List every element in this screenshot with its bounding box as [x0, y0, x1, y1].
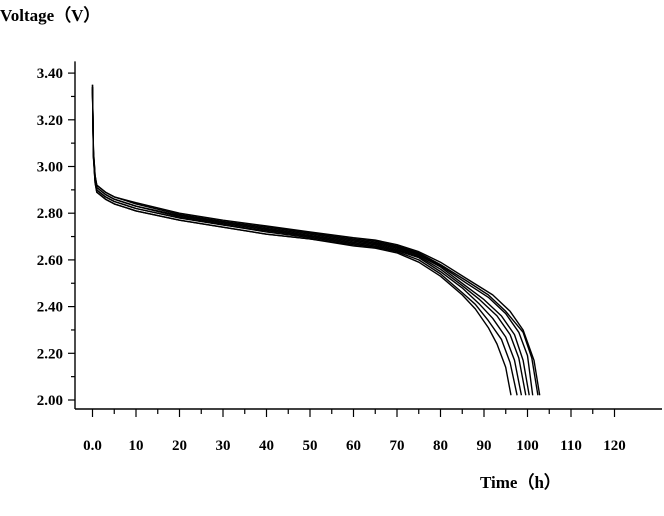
x-axis-title: Time（h） — [480, 472, 561, 492]
x-tick-label: 70 — [390, 438, 405, 454]
y-tick-label: 3.40 — [37, 66, 63, 82]
discharge-curves — [91, 84, 541, 396]
y-tick-label: 3.00 — [37, 160, 63, 176]
discharge-curve-8 — [91, 87, 541, 396]
x-tick-label: 20 — [172, 438, 187, 454]
ticks: 2.00 2.20 2.40 2.60 2.80 3.00 3.20 3.40 0.0 10 20 3… — [37, 66, 626, 454]
y-axis-title: Voltage（V） — [0, 5, 100, 25]
y-tick-label: 2.20 — [37, 346, 63, 362]
discharge-curve-6 — [91, 87, 534, 396]
x-tick-label: 110 — [560, 438, 582, 454]
x-tick-label: 10 — [129, 438, 144, 454]
y-tick-label: 2.80 — [37, 206, 63, 222]
discharge-curve-1 — [91, 84, 512, 396]
y-tick-label: 2.60 — [37, 253, 63, 269]
x-tick-label: 80 — [433, 438, 448, 454]
y-tick-label: 3.20 — [37, 113, 63, 129]
x-tick-label: 100 — [516, 438, 539, 454]
x-tick-label: 60 — [346, 438, 361, 454]
y-tick-label: 2.00 — [37, 393, 63, 409]
discharge-curve-4 — [91, 91, 527, 396]
discharge-curve-2 — [91, 89, 518, 396]
x-tick-label: 90 — [477, 438, 492, 454]
discharge-curve-3 — [91, 87, 523, 396]
x-tick-label: 0.0 — [83, 438, 102, 454]
axes — [74, 61, 662, 410]
x-tick-label: 40 — [259, 438, 274, 454]
x-tick-label: 50 — [303, 438, 318, 454]
discharge-curve-5 — [91, 89, 530, 396]
x-tick-label: 30 — [216, 438, 231, 454]
y-tick-label: 2.40 — [37, 300, 63, 316]
x-tick-label: 120 — [603, 438, 626, 454]
